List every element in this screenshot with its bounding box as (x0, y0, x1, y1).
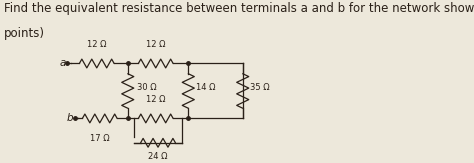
Text: 14 Ω: 14 Ω (196, 83, 215, 92)
Text: a: a (59, 59, 66, 68)
Text: b: b (67, 113, 73, 123)
Text: 17 Ω: 17 Ω (90, 134, 109, 143)
Text: 35 Ω: 35 Ω (250, 83, 270, 92)
Text: points): points) (4, 27, 45, 40)
Text: Find the equivalent resistance between terminals a and b for the network shown i: Find the equivalent resistance between t… (4, 2, 474, 15)
Text: 24 Ω: 24 Ω (148, 152, 168, 161)
Text: 12 Ω: 12 Ω (146, 40, 165, 49)
Text: 12 Ω: 12 Ω (87, 40, 107, 49)
Text: 12 Ω: 12 Ω (146, 95, 165, 104)
Text: 30 Ω: 30 Ω (137, 83, 156, 92)
